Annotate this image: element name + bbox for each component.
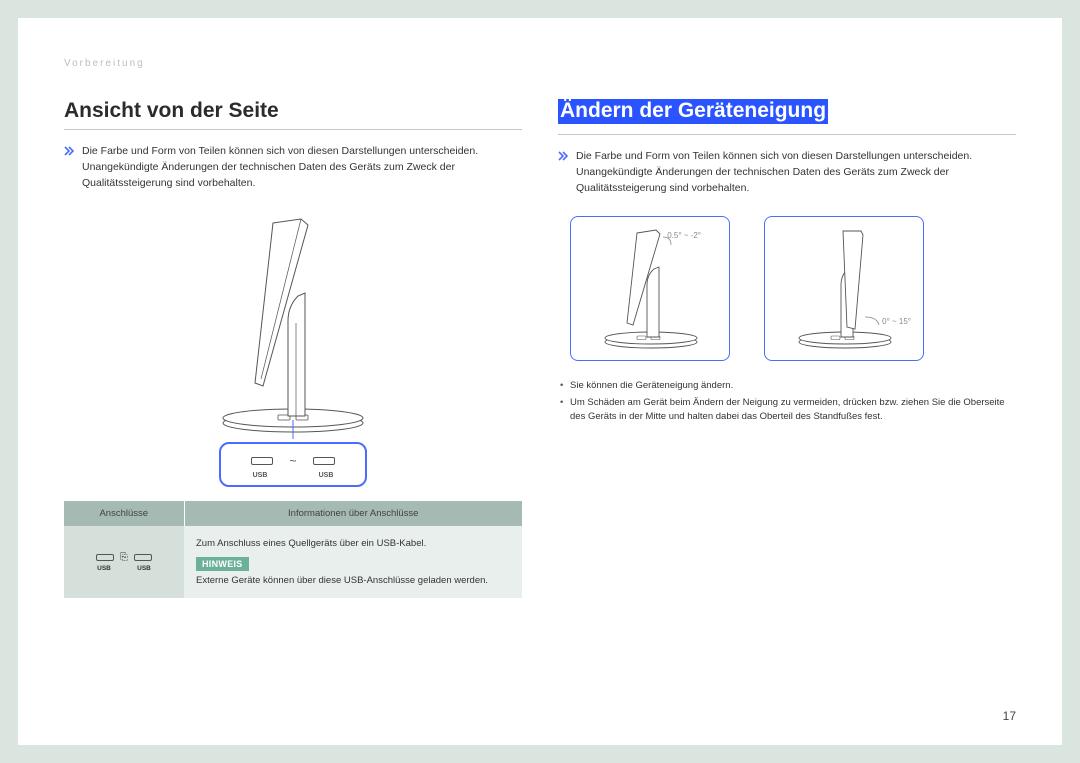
right-disclaimer-text: Die Farbe und Form von Teilen können sic…: [576, 149, 1016, 196]
page-number: 17: [1003, 709, 1016, 723]
tilde-icon: ~: [289, 454, 296, 468]
chevron-icon: [558, 151, 568, 196]
usb-label: USB: [135, 565, 153, 572]
tilt-notes: Sie können die Geräteneigung ändern. Um …: [558, 379, 1016, 423]
note-item: Um Schäden am Gerät beim Ändern der Neig…: [560, 396, 1016, 424]
right-disclaimer: Die Farbe und Form von Teilen können sic…: [558, 149, 1016, 196]
hinweis-badge: HINWEIS: [196, 557, 249, 571]
right-heading-rule: [558, 134, 1016, 135]
usb-port-icon: [251, 457, 273, 465]
monitor-side-svg: [203, 211, 383, 441]
left-disclaimer: Die Farbe und Form von Teilen können sic…: [64, 144, 522, 191]
tilt-forward-label: 0° ~ 15°: [882, 317, 911, 326]
usb-port-icon: [96, 554, 114, 561]
left-heading: Ansicht von der Seite: [64, 99, 522, 123]
two-column-layout: Ansicht von der Seite Die Farbe und Form…: [64, 99, 1016, 598]
tilt-forward-diagram: 0° ~ 15°: [764, 216, 924, 361]
tilt-diagrams: 0.5° ~ -2° 0° ~ 15°: [570, 216, 1016, 361]
usb-label: USB: [315, 472, 337, 479]
tilt-back-label: 0.5° ~ -2°: [667, 231, 701, 240]
right-heading: Ändern der Geräteneigung: [558, 99, 828, 124]
note-item: Sie können die Geräteneigung ändern.: [560, 379, 1016, 393]
table-header-connectors: Anschlüsse: [64, 501, 184, 526]
usb-port-icon: [134, 554, 152, 561]
right-column: Ändern der Geräteneigung Die Farbe und F…: [558, 99, 1016, 598]
usb-label: USB: [95, 565, 113, 572]
usb-callout: ~ USB USB: [219, 442, 367, 487]
manual-page: Vorbereitung Ansicht von der Seite Die F…: [18, 18, 1062, 745]
connector-table: Anschlüsse Informationen über Anschlüsse…: [64, 501, 522, 598]
usb-port-icon: [313, 457, 335, 465]
usb-label: USB: [249, 472, 271, 479]
hinweis-text: Externe Geräte können über diese USB-Ans…: [196, 575, 510, 586]
breadcrumb: Vorbereitung: [64, 58, 1016, 69]
left-heading-rule: [64, 129, 522, 130]
connector-icon-cell: ⎘ USB USB: [64, 526, 184, 598]
side-view-diagram: ~ USB USB: [64, 211, 522, 487]
table-header-info: Informationen über Anschlüsse: [184, 501, 522, 526]
left-column: Ansicht von der Seite Die Farbe und Form…: [64, 99, 522, 598]
table-row: ⎘ USB USB Zum Anschluss eines Quellgerät…: [64, 526, 522, 598]
tilt-back-diagram: 0.5° ~ -2°: [570, 216, 730, 361]
chevron-icon: [64, 146, 74, 191]
left-disclaimer-text: Die Farbe und Form von Teilen können sic…: [82, 144, 522, 191]
usb-trident-icon: ⎘: [120, 552, 128, 563]
connector-desc: Zum Anschluss eines Quellgeräts über ein…: [196, 538, 510, 549]
connector-info-cell: Zum Anschluss eines Quellgeräts über ein…: [184, 526, 522, 598]
